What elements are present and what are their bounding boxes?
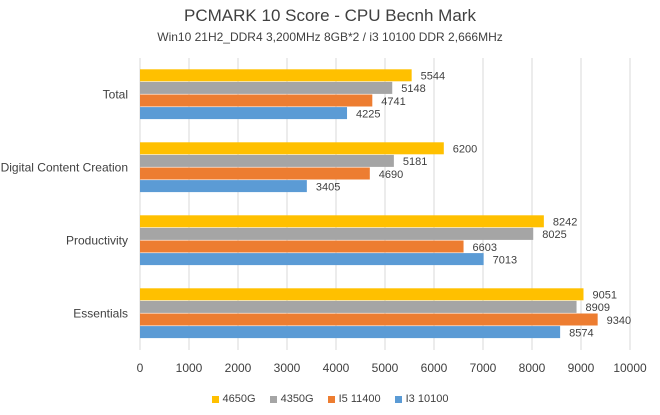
bar (140, 167, 370, 180)
legend-item: I3 10100 (394, 393, 449, 405)
bar (140, 326, 561, 339)
x-tick-label: 2000 (225, 361, 252, 375)
legend-swatch (394, 395, 402, 403)
x-tick-label: 5000 (372, 361, 399, 375)
bar (140, 142, 444, 155)
data-label: 6603 (473, 242, 497, 254)
bar (140, 215, 544, 228)
data-label: 4690 (379, 169, 403, 181)
bar (140, 300, 577, 313)
bar (140, 154, 394, 167)
data-label: 3405 (316, 181, 340, 193)
legend-label: I3 10100 (405, 393, 449, 405)
x-tick-label: 3000 (274, 361, 301, 375)
data-label: 8025 (542, 229, 566, 241)
x-tick-label: 6000 (421, 361, 448, 375)
x-tick-label: 8000 (519, 361, 546, 375)
data-label: 8574 (569, 327, 593, 339)
data-label: 5181 (403, 156, 427, 168)
data-label: 8242 (553, 217, 577, 229)
data-label: 6200 (453, 144, 477, 156)
legend-swatch (269, 395, 277, 403)
data-label: 5544 (421, 71, 445, 83)
x-tick-label: 0 (137, 361, 144, 375)
x-tick-label: 7000 (470, 361, 497, 375)
bar (140, 253, 484, 266)
bar (140, 81, 393, 94)
legend-swatch (211, 395, 219, 403)
bar (140, 288, 584, 301)
bar (140, 180, 307, 193)
data-label: 8909 (586, 302, 610, 314)
bar (140, 313, 598, 326)
data-label: 7013 (493, 254, 517, 266)
legend-label: I5 11400 (338, 393, 381, 405)
bar (140, 227, 534, 240)
legend-swatch (327, 395, 335, 403)
category-label: Total (103, 88, 128, 102)
category-label: Productivity (66, 234, 128, 248)
legend: 4650G 4350G I5 11400 I3 10100 (0, 393, 660, 405)
data-label: 5148 (401, 83, 425, 95)
chart-subtitle: Win10 21H2_DDR4 3,200MHz 8GB*2 / i3 1010… (157, 30, 503, 44)
legend-label: 4350G (280, 393, 314, 405)
data-label: 4741 (381, 96, 405, 108)
bar (140, 69, 412, 82)
x-tick-label: 4000 (323, 361, 350, 375)
chart-title: PCMARK 10 Score - CPU Becnh Mark (184, 6, 476, 25)
legend-item: 4650G (211, 393, 256, 405)
data-label: 4225 (356, 108, 380, 120)
legend-item: I5 11400 (327, 393, 381, 405)
legend-item: 4350G (269, 393, 314, 405)
category-label: Essentials (73, 307, 128, 321)
data-label: 9340 (607, 315, 631, 327)
legend-label: 4650G (222, 393, 256, 405)
x-tick-label: 1000 (176, 361, 203, 375)
data-label: 9051 (592, 290, 616, 302)
x-tick-label: 9000 (568, 361, 595, 375)
bar (140, 240, 464, 253)
x-tick-label: 10000 (613, 361, 647, 375)
bar (140, 94, 373, 107)
bar (140, 107, 348, 120)
category-label: Digital Content Creation (1, 161, 128, 175)
